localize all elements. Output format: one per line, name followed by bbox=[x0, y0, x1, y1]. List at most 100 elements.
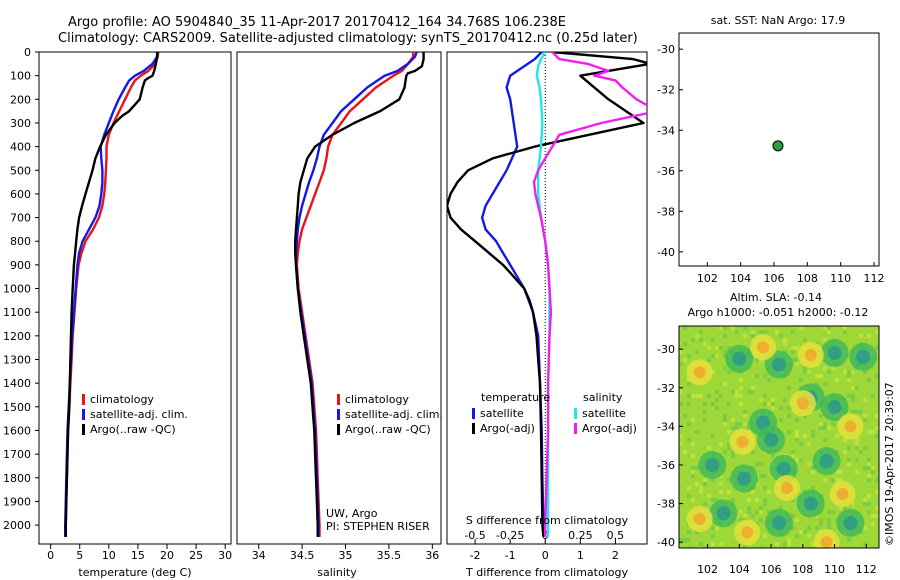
sla-cell bbox=[731, 390, 735, 394]
sla-cell bbox=[779, 418, 783, 422]
sla-cell bbox=[759, 506, 763, 510]
sla-low-core bbox=[776, 461, 791, 476]
x-tick-label: 25 bbox=[189, 549, 203, 562]
sla-cell bbox=[735, 330, 739, 334]
legend-label: Argo(-adj) bbox=[582, 422, 637, 435]
sla-cell bbox=[679, 538, 683, 542]
legend-swatch bbox=[82, 424, 85, 435]
sla-cell bbox=[727, 370, 731, 374]
sla-cell bbox=[751, 330, 755, 334]
sla-cell bbox=[695, 466, 699, 470]
sla-cell bbox=[715, 390, 719, 394]
sla-cell bbox=[703, 546, 707, 548]
sla-cell bbox=[703, 402, 707, 406]
sla-cell bbox=[739, 394, 743, 398]
sla-cell bbox=[743, 422, 747, 426]
x-tick-label: 0 bbox=[47, 549, 54, 562]
legend-label: satellite bbox=[582, 407, 626, 420]
sla-cell bbox=[699, 338, 703, 342]
sla-cell bbox=[783, 546, 787, 548]
sla-cell bbox=[723, 354, 727, 358]
sla-high-core bbox=[804, 348, 817, 361]
sla-cell bbox=[687, 494, 691, 498]
sla-cell bbox=[679, 390, 683, 394]
sla-frame bbox=[678, 325, 880, 549]
sla-cell bbox=[843, 438, 847, 442]
y-tick-label: 1000 bbox=[3, 283, 31, 296]
sla-low-core bbox=[772, 357, 786, 372]
sla-cell bbox=[843, 326, 847, 330]
s-difference-xlabel: S difference from climatology bbox=[466, 514, 629, 527]
sla-cell bbox=[699, 542, 703, 546]
sla-cell bbox=[691, 498, 695, 502]
sla-cell bbox=[787, 430, 791, 434]
sla-cell bbox=[779, 334, 783, 338]
sla-cell bbox=[703, 342, 707, 346]
sla-cell bbox=[811, 466, 815, 470]
sla-cell bbox=[831, 366, 835, 370]
x-tick-label: 10 bbox=[102, 549, 116, 562]
sla-cell bbox=[815, 374, 819, 378]
sla-cell bbox=[727, 446, 731, 450]
sla-cell bbox=[691, 466, 695, 470]
sla-cell bbox=[715, 398, 719, 402]
sla-cell bbox=[711, 478, 715, 482]
sla-cell bbox=[783, 342, 787, 346]
sla-cell bbox=[763, 486, 767, 490]
sla-cell bbox=[827, 522, 831, 526]
sla-cell bbox=[711, 370, 715, 374]
sla-cell bbox=[679, 362, 683, 366]
sla-cell bbox=[719, 542, 723, 546]
x-tick-label: -1 bbox=[505, 549, 516, 562]
sla-cell bbox=[719, 346, 723, 350]
sla-cell bbox=[863, 414, 867, 418]
y-tick-label: -38 bbox=[657, 205, 675, 218]
sla-cell bbox=[739, 402, 743, 406]
sla-cell bbox=[699, 330, 703, 334]
sla-cell bbox=[799, 442, 803, 446]
sla-cell bbox=[719, 490, 723, 494]
sla-cell bbox=[871, 514, 875, 518]
sla-cell bbox=[851, 502, 855, 506]
sla-cell bbox=[739, 378, 743, 382]
sla-cell bbox=[847, 370, 851, 374]
sla-cell bbox=[807, 370, 811, 374]
sla-low-core bbox=[756, 415, 771, 430]
sla-cell bbox=[867, 510, 871, 514]
sla-cell bbox=[723, 334, 727, 338]
sla-cell bbox=[795, 430, 799, 434]
sla-cell bbox=[683, 414, 687, 418]
sla-cell bbox=[719, 326, 723, 330]
sla-cell bbox=[715, 498, 719, 502]
sla-cell bbox=[835, 478, 839, 482]
series-line-argo-raw-qc- bbox=[64, 52, 159, 537]
sla-cell bbox=[715, 346, 719, 350]
sla-field bbox=[679, 326, 879, 548]
sla-cell bbox=[863, 370, 867, 374]
sla-cell bbox=[755, 462, 759, 466]
sla-cell bbox=[751, 386, 755, 390]
sla-cell bbox=[695, 530, 699, 534]
sla-cell bbox=[755, 358, 759, 362]
sla-cell bbox=[687, 394, 691, 398]
sla-cell bbox=[803, 366, 807, 370]
x-tick-label: 30 bbox=[218, 549, 232, 562]
sla-cell bbox=[763, 330, 767, 334]
sla-cell bbox=[855, 442, 859, 446]
sla-cell bbox=[703, 418, 707, 422]
sla-cell bbox=[819, 518, 823, 522]
plot-frame bbox=[236, 51, 442, 545]
sla-cell bbox=[747, 422, 751, 426]
sla-cell bbox=[719, 474, 723, 478]
credit-line2: PI: STEPHEN RISER bbox=[326, 520, 430, 533]
sla-cell bbox=[823, 478, 827, 482]
sla-cell bbox=[835, 470, 839, 474]
y-tick-label: -34 bbox=[657, 124, 675, 137]
sla-cell bbox=[755, 510, 759, 514]
y-tick-label: 200 bbox=[10, 93, 31, 106]
sla-cell bbox=[791, 358, 795, 362]
sla-cell bbox=[795, 458, 799, 462]
sla-cell bbox=[723, 350, 727, 354]
sla-cell bbox=[743, 410, 747, 414]
